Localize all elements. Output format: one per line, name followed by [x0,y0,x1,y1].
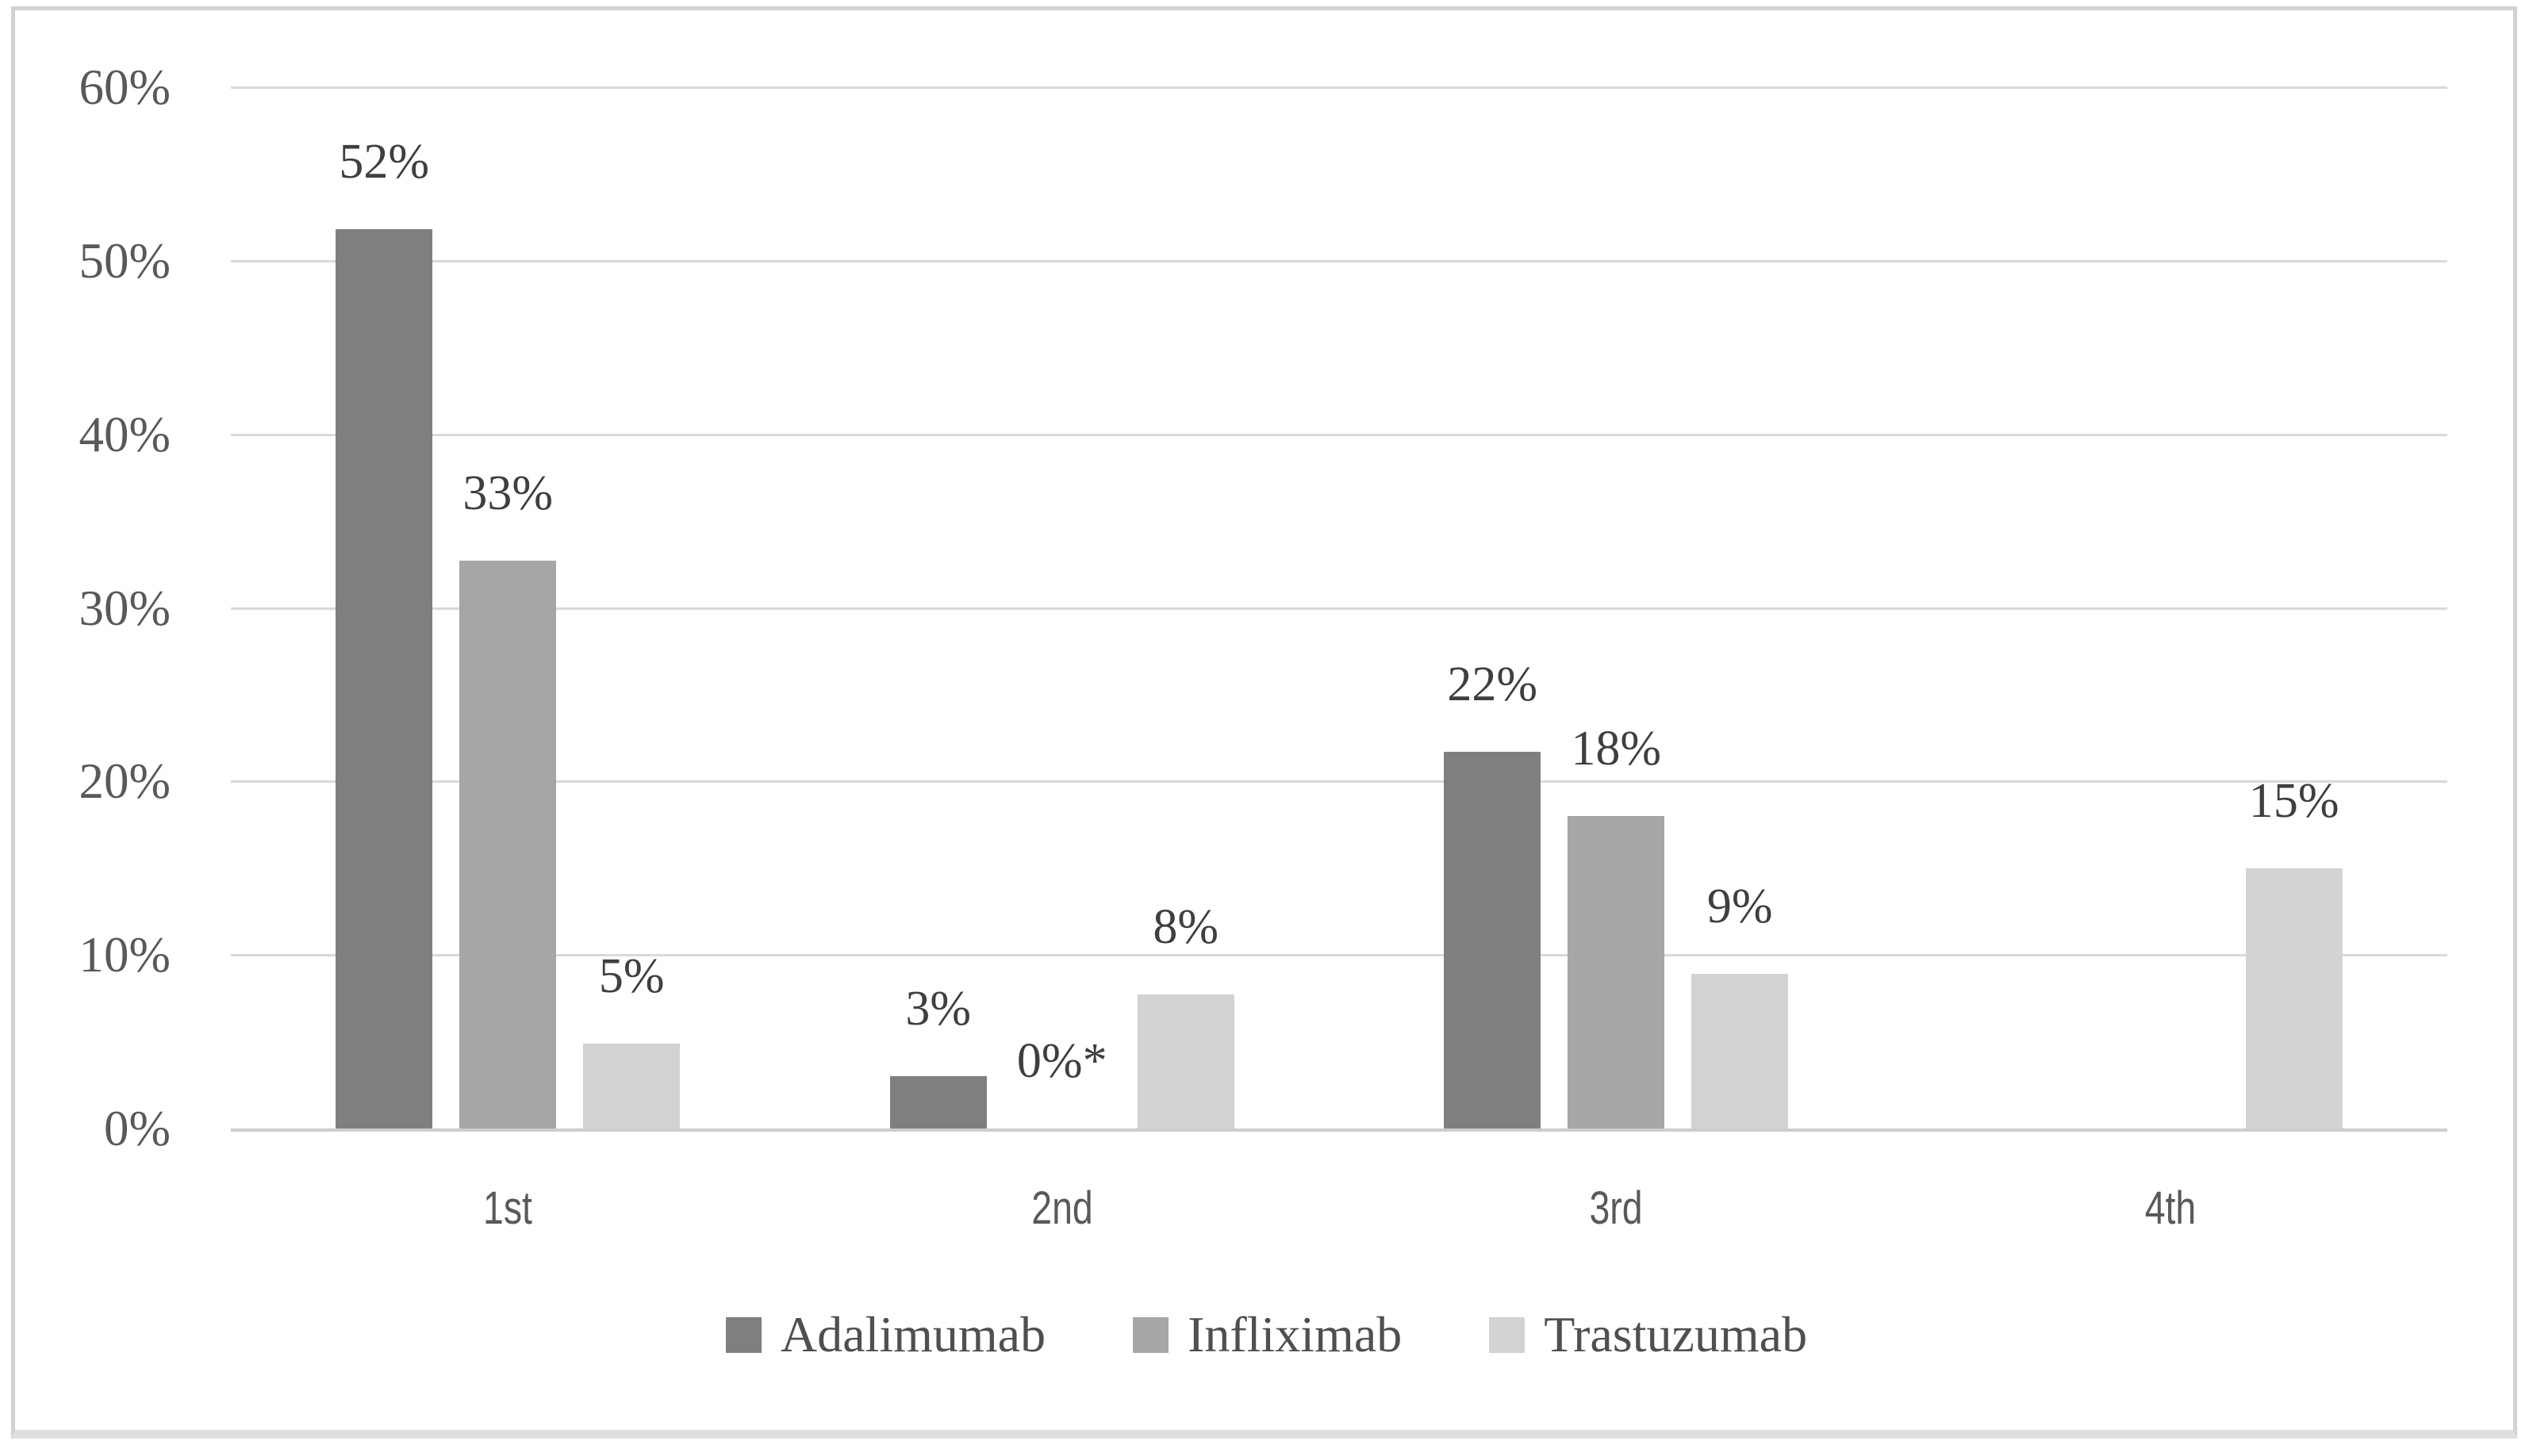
data-label-infliximab-1st: 33% [462,466,554,521]
legend-item-trastuzumab: Trastuzumab [1489,1303,1807,1366]
legend-label-trastuzumab: Trastuzumab [1544,1306,1808,1362]
gridline-50 [231,259,2447,262]
data-label-trastuzumab-3rd: 9% [1706,879,1773,934]
bar-trastuzumab-3rd [1691,974,1789,1128]
data-label-trastuzumab-1st: 5% [598,948,665,1003]
x-axis-line [231,1128,2447,1132]
data-label-adalimumab-1st: 52% [339,135,430,190]
gridline-10 [231,954,2447,957]
bar-infliximab-1st [459,561,557,1128]
legend-label-adalimumab: Adalimumab [780,1306,1046,1362]
y-axis-tick-label: 10% [79,927,171,983]
x-axis-category-label-1st: 1st [483,1182,533,1234]
data-label-adalimumab-3rd: 22% [1447,657,1538,712]
y-axis-tick-label: 50% [79,232,171,289]
legend-swatch-trastuzumab [1489,1316,1526,1353]
plot-area: 0% 10% 20% 30% 40% 50% 60% 52% 3% 22% 33% 0%* 18% 5% 8… [79,59,2447,1234]
gridline-30 [231,607,2447,610]
legend-swatch-infliximab [1133,1316,1169,1353]
gridline-40 [231,433,2447,436]
bar-adalimumab-2nd [889,1076,987,1128]
y-axis-tick-label: 30% [79,580,171,636]
bar-adalimumab-1st [336,229,433,1128]
x-axis-category-label-3rd: 3rd [1589,1182,1643,1234]
y-axis-tick-label: 20% [79,753,171,810]
legend: Adalimumab Infliximab Trastuzumab [0,1299,2533,1370]
legend-item-infliximab: Infliximab [1133,1303,1402,1366]
bar-adalimumab-3rd [1444,752,1541,1128]
data-label-infliximab-3rd: 18% [1571,722,1662,776]
legend-swatch-adalimumab [725,1316,762,1353]
y-axis-tick-label: 40% [79,406,171,462]
data-label-trastuzumab-2nd: 8% [1153,900,1219,955]
data-label-infliximab-2nd: 0%* [1016,1034,1107,1088]
bar-trastuzumab-1st [583,1043,681,1128]
data-label-adalimumab-2nd: 3% [905,982,972,1036]
data-label-trastuzumab-4th: 15% [2248,773,2339,828]
legend-label-infliximab: Infliximab [1188,1306,1403,1362]
bar-infliximab-3rd [1568,816,1665,1128]
bar-trastuzumab-2nd [1137,994,1234,1128]
y-axis-tick-label: 60% [79,59,171,115]
x-axis-category-label-4th: 4th [2144,1182,2196,1234]
x-axis-category-label-2nd: 2nd [1031,1182,1093,1234]
legend-item-adalimumab: Adalimumab [725,1303,1046,1366]
gridline-20 [231,780,2447,784]
bar-trastuzumab-4th [2245,868,2343,1128]
gridline-60 [231,86,2447,89]
y-axis-tick-label: 0% [104,1101,171,1156]
